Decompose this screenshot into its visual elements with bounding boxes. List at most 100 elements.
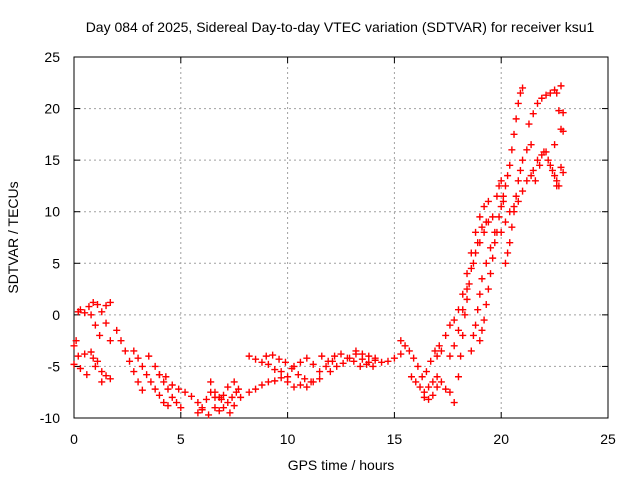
data-point [478,275,486,283]
data-point [418,373,426,381]
data-point [482,301,490,309]
data-point [435,342,443,350]
data-point [534,99,542,107]
data-point [495,182,503,190]
data-point [87,348,95,356]
data-point [433,383,441,391]
x-tick-label: 5 [177,431,185,447]
data-point [113,326,121,334]
data-point [155,391,163,399]
data-point [70,342,78,350]
data-point [130,368,138,376]
data-point [237,393,245,401]
data-point [151,385,159,393]
data-point [476,290,484,298]
data-point [220,391,228,399]
data-point [290,383,298,391]
data-point [234,385,242,393]
data-point [546,89,554,97]
data-point [446,321,454,329]
data-point [425,395,433,403]
data-point [277,368,285,376]
data-point [559,109,567,117]
data-point [450,399,458,407]
data-point [194,399,202,407]
data-point [331,352,339,360]
data-point [519,187,527,195]
data-point [134,354,142,362]
data-point [281,358,289,366]
data-point [130,347,138,355]
data-point [476,213,484,221]
data-point [245,388,253,396]
data-point [264,378,272,386]
data-point [138,386,146,394]
data-point [194,409,202,417]
data-point [559,169,567,177]
data-point [531,177,539,185]
data-point [89,298,97,306]
data-point [548,166,556,174]
data-point [271,366,279,374]
data-point [484,285,492,293]
data-point [365,358,373,366]
data-point [529,166,537,174]
data-point [397,350,405,358]
data-point [226,409,234,417]
data-point [168,393,176,401]
data-point [407,373,415,381]
data-point [230,378,238,386]
data-point [487,244,495,252]
data-point [463,270,471,278]
y-tick-label: 0 [52,307,60,323]
data-point [93,301,101,309]
x-tick-label: 0 [70,431,78,447]
data-point [87,311,95,319]
data-point [333,362,341,370]
data-point [384,357,392,365]
chart-title: Day 084 of 2025, Sidereal Day-to-day VTE… [86,19,595,35]
data-point [493,192,501,200]
data-point [371,356,379,364]
data-point [410,354,418,362]
data-point [93,357,101,365]
data-point [303,354,311,362]
data-point [284,378,292,386]
data-point [514,99,522,107]
y-tick-label: 15 [44,152,60,168]
data-point [365,352,373,360]
data-point [322,362,330,370]
data-point [478,223,486,231]
data-point [401,342,409,350]
data-point [412,378,420,386]
data-point [546,161,554,169]
data-point [215,407,223,415]
data-point [245,352,253,360]
data-point [516,89,524,97]
data-point [262,352,270,360]
data-point [461,311,469,319]
data-point [296,358,304,366]
data-point [316,375,324,383]
data-point [525,120,533,128]
data-point [258,358,266,366]
data-point [290,362,298,370]
data-point [463,285,471,293]
data-point [467,264,475,272]
data-point [540,148,548,156]
data-point [463,295,471,303]
data-point [83,371,91,379]
data-point [527,172,535,180]
data-point [450,316,458,324]
data-point [516,166,524,174]
data-point [551,141,559,149]
data-point [523,146,531,154]
data-point [433,352,441,360]
data-point [489,213,497,221]
data-point [446,352,454,360]
data-point [198,406,206,414]
data-point [102,319,110,327]
data-point [220,404,228,412]
data-point [459,331,467,339]
data-point [126,357,134,365]
